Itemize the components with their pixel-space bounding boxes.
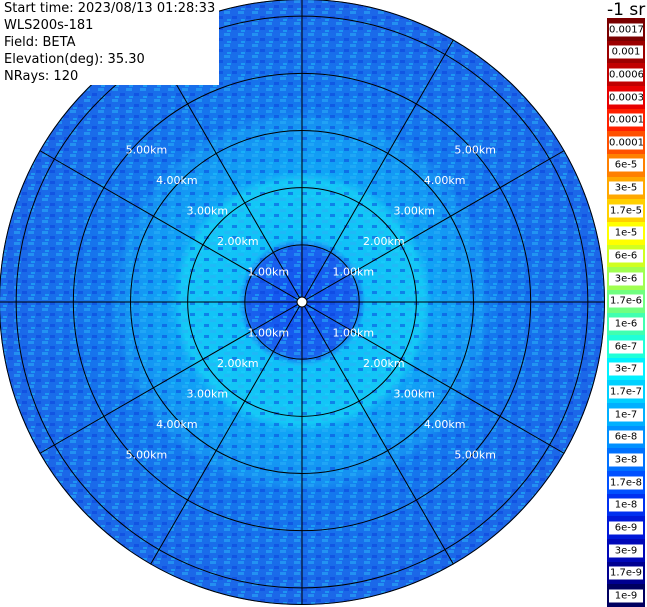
colorbar-tick-label: 0.001 bbox=[609, 45, 643, 59]
colorbar-segment: 6e-5 bbox=[607, 153, 645, 178]
range-ring-label: 2.00km bbox=[363, 235, 405, 248]
colorbar-segment: 0.0006 bbox=[607, 63, 645, 87]
range-ring-labels: 1.00km 1.00km 1.00km 1.00km 2.00km 2.00km 2.00… bbox=[126, 144, 496, 462]
radar-origin-marker bbox=[296, 296, 308, 308]
colorbar-segment: 1.7e-8 bbox=[607, 471, 645, 495]
range-ring-label: 4.00km bbox=[156, 418, 198, 431]
colorbar-tick-label: 0.0006 bbox=[609, 68, 643, 82]
colorbar-segment: 0.0017 bbox=[607, 18, 645, 42]
colorbar-segment: 1e-7 bbox=[607, 403, 645, 427]
range-ring-label: 1.00km bbox=[332, 326, 374, 339]
colorbar-segment: 3e-7 bbox=[607, 357, 645, 381]
range-ring-label: 2.00km bbox=[217, 357, 259, 370]
range-ring-label: 3.00km bbox=[187, 205, 229, 218]
ppi-plot[interactable]: 1.00km 1.00km 1.00km 1.00km 2.00km 2.00km 2.00… bbox=[0, 0, 607, 607]
colorbar-tick-label: 1e-6 bbox=[609, 317, 643, 331]
range-ring-label: 1.00km bbox=[248, 326, 290, 339]
colorbar-segment: 0.0003 bbox=[607, 85, 645, 110]
range-ring-label: 5.00km bbox=[126, 144, 168, 157]
colorbar-segment: 0.00017 bbox=[607, 108, 645, 132]
field-text: Field: BETA bbox=[2, 34, 78, 51]
colorbar-tick-label: 0.0017 bbox=[609, 23, 643, 37]
colorbar-segment: 0.0001 bbox=[607, 131, 645, 155]
colorbar-segment: 6e-8 bbox=[607, 425, 645, 449]
colorbar-segment: 3e-8 bbox=[607, 448, 645, 472]
range-ring-label: 4.00km bbox=[424, 174, 466, 187]
range-ring-label: 4.00km bbox=[156, 174, 198, 187]
colorbar-segment: 1.7e-5 bbox=[607, 199, 645, 223]
colorbar-tick-label: 1.7e-9 bbox=[609, 566, 643, 580]
colorbar-segment: 1e-9 bbox=[607, 584, 645, 607]
colorbar-tick-label: 1e-8 bbox=[609, 498, 643, 512]
start-time-text: Start time: 2023/08/13 01:28:33 bbox=[2, 0, 218, 17]
range-ring-label: 5.00km bbox=[454, 448, 496, 461]
colorbar-segment: 3e-9 bbox=[607, 539, 645, 563]
colorbar-segment: 6e-6 bbox=[607, 244, 645, 268]
colorbar-segment: 6e-9 bbox=[607, 516, 645, 540]
colorbar-tick-label: 3e-6 bbox=[609, 272, 643, 286]
range-ring-label: 1.00km bbox=[332, 266, 374, 279]
instrument-text: WLS200s-181 bbox=[2, 17, 96, 34]
colorbar-tick-label: 1e-9 bbox=[609, 589, 643, 603]
colorbar-tick-label: 3e-5 bbox=[609, 181, 643, 195]
colorbar-segment: 1e-5 bbox=[607, 221, 645, 246]
range-ring-label: 4.00km bbox=[424, 418, 466, 431]
range-ring-label: 2.00km bbox=[363, 357, 405, 370]
colorbar-tick-label: 1.7e-7 bbox=[609, 385, 643, 399]
colorbar-segment: 1.7e-7 bbox=[607, 380, 645, 404]
colorbar-segment: 3e-6 bbox=[607, 267, 645, 291]
colorbar-tick-label: 1e-7 bbox=[609, 408, 643, 422]
range-ring-label: 2.00km bbox=[217, 235, 259, 248]
colorbar-segment: 3e-5 bbox=[607, 176, 645, 200]
colorbar-tick-label: 0.00017 bbox=[609, 113, 643, 127]
colorbar-tick-label: 0.0003 bbox=[609, 91, 643, 105]
colorbar-segment: 0.001 bbox=[607, 40, 645, 64]
scan-info-panel: Start time: 2023/08/13 01:28:33 WLS200s-… bbox=[0, 0, 220, 85]
colorbar-tick-label: 1.7e-6 bbox=[609, 294, 643, 308]
colorbar-tick-label: 3e-7 bbox=[609, 362, 643, 376]
colorbar-tick-label: 1.7e-8 bbox=[609, 476, 643, 490]
colorbar-tick-label: 3e-8 bbox=[609, 453, 643, 467]
colorbar-segment: 1e-8 bbox=[607, 493, 645, 517]
colorbar-units-label: -1 sr bbox=[607, 0, 646, 20]
elevation-text: Elevation(deg): 35.30 bbox=[2, 51, 147, 68]
range-ring-label: 3.00km bbox=[393, 205, 435, 218]
colorbar-tick-label: 6e-5 bbox=[609, 158, 643, 172]
colorbar-tick-label: 6e-6 bbox=[609, 249, 643, 263]
colorbar-tick-label: 3e-9 bbox=[609, 544, 643, 558]
range-ring-label: 1.00km bbox=[248, 266, 290, 279]
colorbar-tick-label: 0.0001 bbox=[609, 136, 643, 150]
range-ring-label: 3.00km bbox=[187, 387, 229, 400]
range-ring-label: 5.00km bbox=[454, 144, 496, 157]
colorbar-segment: 1e-6 bbox=[607, 312, 645, 336]
colorbar-tick-label: 6e-9 bbox=[609, 521, 643, 535]
colorbar-segment: 1.7e-6 bbox=[607, 289, 645, 313]
range-ring-label: 3.00km bbox=[393, 387, 435, 400]
colorbar-tick-label: 6e-7 bbox=[609, 340, 643, 354]
colorbar-tick-label: 1e-5 bbox=[609, 226, 643, 240]
colorbar-tick-label: 6e-8 bbox=[609, 430, 643, 444]
nrays-text: NRays: 120 bbox=[2, 68, 81, 85]
colorbar-tick-label: 1.7e-5 bbox=[609, 204, 643, 218]
colorbar-segment: 1.7e-9 bbox=[607, 561, 645, 585]
colorbar-segment: 6e-7 bbox=[607, 335, 645, 359]
range-ring-label: 5.00km bbox=[126, 448, 168, 461]
